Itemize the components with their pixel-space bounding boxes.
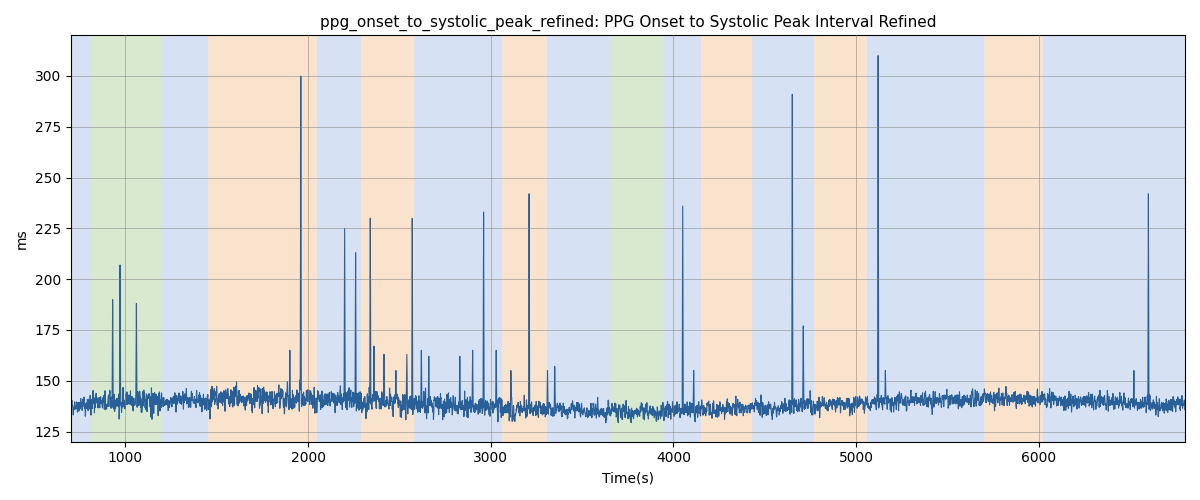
Bar — [701, 36, 752, 442]
Title: ppg_onset_to_systolic_peak_refined: PPG Onset to Systolic Peak Interval Refined: ppg_onset_to_systolic_peak_refined: PPG … — [319, 15, 936, 31]
Bar — [502, 36, 547, 442]
Bar — [611, 36, 662, 442]
Bar — [814, 36, 868, 442]
Bar — [662, 36, 701, 442]
Bar — [1043, 36, 1184, 442]
Bar — [91, 36, 162, 442]
X-axis label: Time(s): Time(s) — [602, 471, 654, 485]
Bar — [547, 36, 611, 442]
Bar — [317, 36, 361, 442]
Y-axis label: ms: ms — [16, 228, 29, 249]
Bar — [208, 36, 317, 442]
Bar — [414, 36, 502, 442]
Bar — [752, 36, 814, 442]
Bar — [71, 36, 91, 442]
Bar — [361, 36, 414, 442]
Bar — [162, 36, 208, 442]
Bar — [984, 36, 1043, 442]
Bar — [868, 36, 984, 442]
